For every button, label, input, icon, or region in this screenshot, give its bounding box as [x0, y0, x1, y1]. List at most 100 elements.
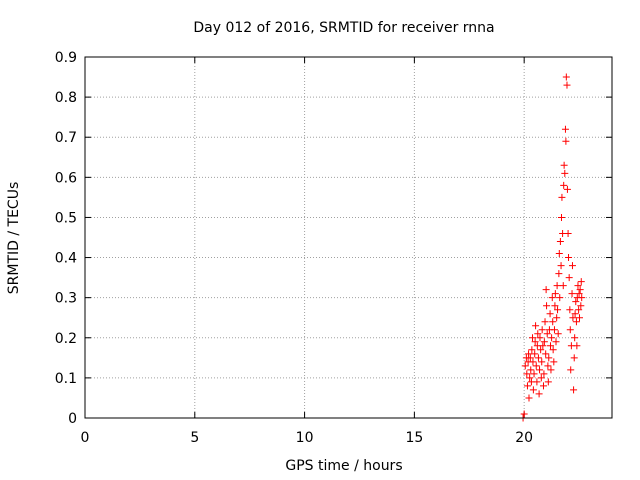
data-point	[548, 334, 556, 342]
data-point	[545, 354, 553, 362]
data-point	[575, 306, 583, 314]
data-point	[543, 330, 551, 338]
data-point	[553, 314, 561, 322]
data-point	[561, 169, 569, 177]
y-tick-label: 0.8	[55, 90, 77, 106]
data-point	[562, 73, 570, 81]
data-point	[575, 290, 583, 298]
data-point	[531, 338, 539, 346]
data-point	[563, 185, 571, 193]
data-point	[571, 334, 579, 342]
x-tick-label: 0	[81, 430, 90, 446]
data-point	[576, 286, 584, 294]
data-point	[535, 390, 543, 398]
data-point	[566, 326, 574, 334]
data-point	[540, 338, 548, 346]
data-point	[560, 161, 568, 169]
data-point	[549, 318, 557, 326]
x-tick-label: 10	[296, 430, 314, 446]
data-point	[550, 326, 558, 334]
data-point	[568, 262, 576, 270]
data-point	[568, 290, 576, 298]
y-tick-label: 0.9	[55, 50, 77, 66]
data-point	[523, 382, 531, 390]
y-tick-label: 0.2	[55, 331, 77, 347]
y-tick-label: 0.5	[55, 210, 77, 226]
data-point	[546, 310, 554, 318]
data-point	[555, 270, 563, 278]
data-point	[553, 282, 561, 290]
data-point	[526, 374, 534, 382]
data-point	[527, 366, 535, 374]
data-point	[537, 346, 545, 354]
x-axis-title: GPS time / hours	[285, 458, 402, 474]
data-point	[554, 306, 562, 314]
data-point	[572, 298, 580, 306]
data-point	[557, 213, 565, 221]
data-point	[560, 181, 568, 189]
data-point	[539, 342, 547, 350]
plot-frame	[84, 56, 613, 419]
data-point	[542, 350, 550, 358]
data-point	[565, 254, 573, 262]
data-point	[544, 362, 552, 370]
data-point	[571, 310, 579, 318]
data-point	[533, 378, 541, 386]
data-point	[555, 250, 563, 258]
data-point	[574, 282, 582, 290]
data-point	[532, 322, 540, 330]
data-point	[558, 193, 566, 201]
y-tick-label: 0	[68, 411, 77, 427]
data-point	[551, 290, 559, 298]
data-point	[561, 125, 569, 133]
data-point	[538, 326, 546, 334]
y-tick-label: 0.1	[55, 371, 77, 387]
data-point	[523, 370, 531, 378]
data-point	[576, 314, 584, 322]
data-point	[567, 366, 575, 374]
data-point	[534, 354, 542, 362]
data-point	[526, 354, 534, 362]
data-point	[550, 358, 558, 366]
data-points	[519, 73, 586, 422]
y-tick-label: 0.7	[55, 130, 77, 146]
data-point	[525, 350, 533, 358]
data-point	[540, 370, 548, 378]
data-point	[570, 386, 578, 394]
data-point	[577, 278, 585, 286]
data-point	[562, 137, 570, 145]
y-tick-label: 0.4	[55, 251, 77, 267]
x-tick-label: 20	[515, 430, 533, 446]
data-point	[528, 346, 536, 354]
data-point	[547, 366, 555, 374]
data-point	[577, 302, 585, 310]
data-point	[563, 81, 571, 89]
data-point	[552, 338, 560, 346]
data-point	[525, 394, 533, 402]
data-point	[564, 229, 572, 237]
data-point	[538, 358, 546, 366]
data-point	[573, 342, 581, 350]
data-point	[536, 334, 544, 342]
data-point	[570, 354, 578, 362]
data-point	[529, 358, 537, 366]
axis-ticks	[84, 56, 612, 419]
data-point	[565, 274, 573, 282]
data-point	[559, 282, 567, 290]
data-point	[531, 350, 539, 358]
data-point	[537, 374, 545, 382]
data-point	[536, 366, 544, 374]
data-point	[521, 362, 529, 370]
data-point	[556, 294, 564, 302]
grid-lines	[85, 57, 612, 418]
data-point	[543, 302, 551, 310]
data-point	[534, 330, 542, 338]
x-tick-label: 15	[405, 430, 423, 446]
data-point	[532, 362, 540, 370]
data-point	[544, 378, 552, 386]
data-point	[541, 318, 549, 326]
data-point	[549, 346, 557, 354]
tick-labels: 0 0.1 0.2 0.3 0.4 0.5 0.6 0.7 0.8 0.9 0 5 10 15 20	[55, 50, 533, 446]
data-point	[547, 342, 555, 350]
